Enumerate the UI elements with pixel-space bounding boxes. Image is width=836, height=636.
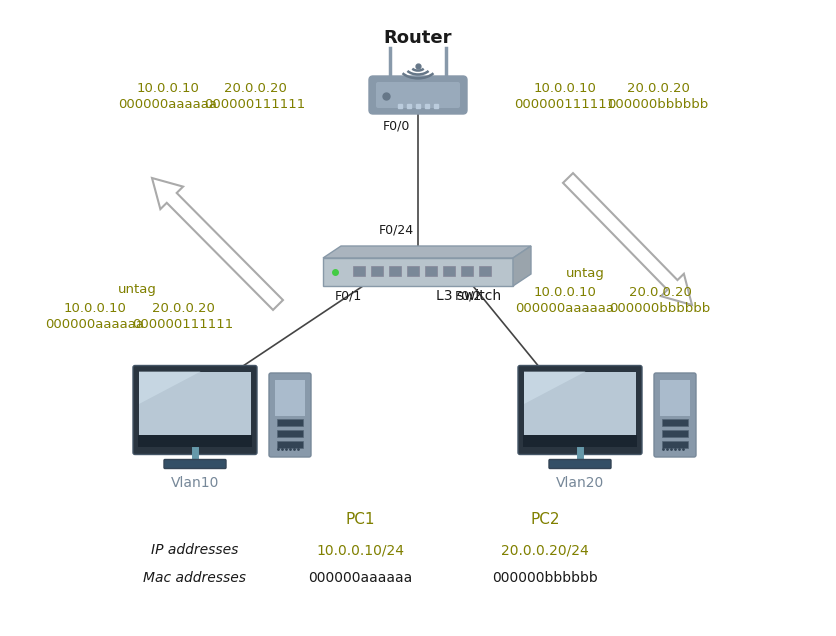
FancyBboxPatch shape [406,266,419,276]
Text: 20.0.0.20: 20.0.0.20 [151,301,214,314]
Text: PC2: PC2 [530,513,559,527]
FancyBboxPatch shape [517,366,641,455]
Text: 000000111111: 000000111111 [132,317,233,331]
Text: 000000111111: 000000111111 [514,97,615,111]
Polygon shape [323,258,512,286]
Polygon shape [323,246,530,258]
Polygon shape [523,371,585,404]
Text: 20.0.0.20: 20.0.0.20 [223,81,286,95]
Text: 000000bbbbbb: 000000bbbbbb [609,301,710,314]
FancyBboxPatch shape [661,430,687,437]
FancyBboxPatch shape [478,266,491,276]
FancyBboxPatch shape [660,380,689,416]
FancyBboxPatch shape [370,266,383,276]
Text: 000000bbbbbb: 000000bbbbbb [492,571,597,585]
Text: 10.0.0.10: 10.0.0.10 [533,81,596,95]
FancyBboxPatch shape [164,459,226,469]
Text: F0/24: F0/24 [378,223,413,237]
FancyBboxPatch shape [277,430,303,437]
FancyBboxPatch shape [389,266,400,276]
FancyBboxPatch shape [138,434,252,446]
Text: 10.0.0.10/24: 10.0.0.10/24 [316,543,404,557]
FancyBboxPatch shape [369,76,466,114]
FancyBboxPatch shape [353,266,364,276]
Text: F0/0: F0/0 [382,120,409,132]
Text: 20.0.0.20: 20.0.0.20 [626,81,689,95]
FancyBboxPatch shape [661,419,687,426]
FancyBboxPatch shape [661,441,687,448]
FancyBboxPatch shape [139,371,251,436]
Text: 000000aaaaaa: 000000aaaaaa [45,317,145,331]
Text: F0/1: F0/1 [334,289,361,303]
FancyBboxPatch shape [523,371,635,436]
Text: 10.0.0.10: 10.0.0.10 [64,301,126,314]
FancyBboxPatch shape [277,419,303,426]
Text: L3 switch: L3 switch [436,289,501,303]
FancyBboxPatch shape [461,266,472,276]
Text: F0/2: F0/2 [454,289,481,303]
Text: untag: untag [117,284,156,296]
Text: Router: Router [383,29,451,47]
Text: Vlan20: Vlan20 [555,476,604,490]
FancyBboxPatch shape [277,441,303,448]
Text: 000000aaaaaa: 000000aaaaaa [308,571,411,585]
FancyBboxPatch shape [375,82,460,108]
Text: IP addresses: IP addresses [151,543,238,557]
Text: Mac addresses: Mac addresses [143,571,247,585]
FancyBboxPatch shape [522,434,636,446]
Text: 000000bbbbbb: 000000bbbbbb [607,97,708,111]
Text: 10.0.0.10: 10.0.0.10 [136,81,199,95]
FancyBboxPatch shape [548,459,610,469]
Text: 000000aaaaaa: 000000aaaaaa [119,97,217,111]
FancyBboxPatch shape [442,266,455,276]
Polygon shape [563,173,691,305]
Text: 20.0.0.20: 20.0.0.20 [628,286,691,298]
Text: 000000111111: 000000111111 [204,97,305,111]
FancyBboxPatch shape [268,373,311,457]
FancyBboxPatch shape [653,373,696,457]
Text: 20.0.0.20/24: 20.0.0.20/24 [501,543,589,557]
FancyBboxPatch shape [275,380,304,416]
Text: 000000aaaaaa: 000000aaaaaa [515,301,614,314]
Text: PC1: PC1 [344,513,375,527]
Polygon shape [152,178,283,310]
FancyBboxPatch shape [425,266,436,276]
Polygon shape [139,371,201,404]
Text: 10.0.0.10: 10.0.0.10 [533,286,596,298]
FancyBboxPatch shape [133,366,257,455]
Text: Vlan10: Vlan10 [171,476,219,490]
Polygon shape [512,246,530,286]
Text: untag: untag [565,268,604,280]
